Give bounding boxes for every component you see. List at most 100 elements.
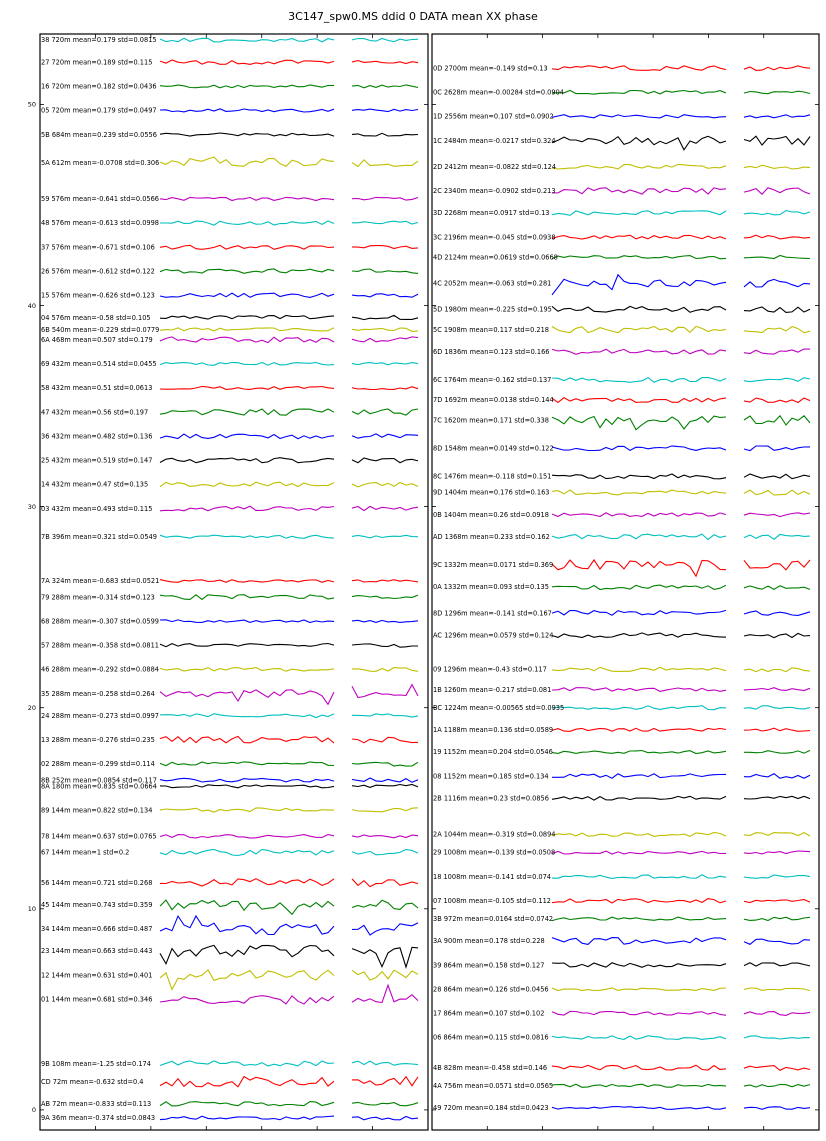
series-line <box>551 210 811 216</box>
series-line <box>551 727 811 732</box>
series-line <box>551 1035 811 1040</box>
series-line <box>551 234 811 240</box>
series-line <box>159 642 418 648</box>
series-label: 39 864m mean=0.158 std=0.127 <box>433 961 544 969</box>
series-label: 7D 1692m mean=0.0138 std=0.144 <box>433 396 554 404</box>
series-line <box>159 84 419 89</box>
series-line <box>551 305 811 313</box>
series-line <box>159 327 419 332</box>
series-label: 4C 2052m mean=-0.063 std=0.281 <box>433 280 551 288</box>
y-tick-label: 10 <box>28 905 36 913</box>
series-line <box>551 850 811 855</box>
series-label: 1A 1188m mean=0.136 std=0.0589 <box>433 726 553 734</box>
series-label: 5D 1980m mean=-0.225 std=0.195 <box>433 306 552 314</box>
series-label: AB 72m mean=-0.833 std=0.113 <box>41 1100 151 1108</box>
series-line <box>551 533 811 541</box>
series-line <box>159 59 419 65</box>
series-line <box>551 749 811 755</box>
series-line <box>159 457 419 464</box>
series-line <box>551 325 811 334</box>
series-label: 8D 1548m mean=0.0149 std=0.122 <box>433 444 554 452</box>
series-label: 78 144m mean=0.637 std=0.0765 <box>41 833 157 841</box>
series-label: 69 432m mean=0.514 std=0.0455 <box>41 360 157 368</box>
series-label: 1B 1260m mean=-0.217 std=0.081 <box>433 686 551 694</box>
series-label: 38 720m mean=0.179 std=0.0815 <box>41 36 157 44</box>
series-line <box>159 433 419 440</box>
series-label: 9D 1404m mean=0.176 std=0.163 <box>433 489 549 497</box>
series-line <box>551 687 811 692</box>
series-line <box>159 777 419 783</box>
series-line <box>551 397 811 404</box>
series-line <box>159 1075 419 1088</box>
panel-right: 0D 2700m mean=-0.149 std=0.13 0C 2628m me… <box>431 33 820 1131</box>
axes-frame <box>39 33 429 1131</box>
series-line <box>551 376 811 383</box>
series-line <box>551 874 811 879</box>
series-label: 07 1008m mean=-0.105 std=0.112 <box>433 897 551 905</box>
series-label: 6B 540m mean=-0.229 std=0.0779 <box>41 326 159 334</box>
series-label: 9B 108m mean=-1.25 std=0.174 <box>41 1060 151 1068</box>
series-label: 3C 2196m mean=-0.045 std=0.0938 <box>433 233 556 241</box>
series-line <box>159 385 419 391</box>
series-line <box>159 834 419 839</box>
series-label: 6D 1836m mean=0.123 std=0.166 <box>433 348 549 356</box>
series-label: 67 144m mean=1 std=0.2 <box>41 849 129 857</box>
series-line <box>551 1083 811 1088</box>
series-label: 8D 1296m mean=-0.141 std=0.167 <box>433 609 552 617</box>
series-line <box>551 254 811 260</box>
series-label: 57 288m mean=-0.358 std=0.0811 <box>41 642 159 650</box>
series-label: 26 576m mean=-0.612 std=0.122 <box>41 267 155 275</box>
series-line <box>159 899 419 916</box>
series-line <box>159 944 419 969</box>
series-label: 34 144m mean=0.666 std=0.487 <box>41 925 152 933</box>
axes-frame <box>431 33 820 1131</box>
series-line <box>159 1060 419 1067</box>
series-label: 25 432m mean=0.519 std=0.147 <box>41 457 152 465</box>
series-label: 0A 1332m mean=0.093 std=0.135 <box>433 583 549 591</box>
series-line <box>159 156 419 168</box>
series-label: 47 432m mean=0.56 std=0.197 <box>41 408 148 416</box>
panel-left: 0 10 20 30 40 50 38 720m mean=0.179 std=0.0815… <box>28 33 429 1131</box>
series-label: 06 864m mean=0.115 std=0.0816 <box>433 1034 549 1042</box>
series-label: 19 1152m mean=0.204 std=0.0546 <box>433 748 553 756</box>
series-line <box>159 268 419 274</box>
series-line <box>551 348 811 355</box>
series-label: 4B 828m mean=-0.458 std=0.146 <box>433 1064 547 1072</box>
series-label: 8C 1476m mean=-0.118 std=0.151 <box>433 473 551 481</box>
series-label: AD 1368m mean=0.233 std=0.162 <box>433 533 550 541</box>
series-label: 2B 1116m mean=0.23 std=0.0856 <box>433 794 549 802</box>
series-line <box>159 848 419 857</box>
series-label: 35 288m mean=-0.258 std=0.264 <box>41 690 155 698</box>
series-line <box>159 505 419 512</box>
series-label: 18 1008m mean=-0.141 std=0.074 <box>433 873 551 881</box>
series-label: 4A 756m mean=0.0571 std=0.0565 <box>433 1082 553 1090</box>
series-label: 5C 1908m mean=0.117 std=0.218 <box>433 326 549 334</box>
y-tick-label: 40 <box>28 302 36 310</box>
series-line <box>159 969 419 991</box>
series-line <box>551 489 811 496</box>
series-line <box>551 831 811 837</box>
series-label: 17 864m mean=0.107 std=0.102 <box>433 1010 544 1018</box>
series-label: 16 720m mean=0.182 std=0.0436 <box>41 82 157 90</box>
series-label: BC 1224m mean=-0.00565 std=0.0935 <box>433 704 564 712</box>
series-label: 0B 1404m mean=0.26 std=0.0918 <box>433 511 549 519</box>
series-label: 49 720m mean=0.184 std=0.0423 <box>433 1104 549 1112</box>
series-line <box>159 196 419 202</box>
series-line <box>159 667 419 672</box>
series-line <box>159 878 419 888</box>
series-line <box>159 579 419 583</box>
series-line <box>159 735 419 744</box>
series-label: 3B 972m mean=0.0164 std=0.0742 <box>433 915 553 923</box>
series-label: 2C 2340m mean=-0.0902 std=0.213 <box>433 187 556 195</box>
series-label: 2A 1044m mean=-0.319 std=0.0894 <box>433 831 555 839</box>
series-label: 09 1296m mean=-0.43 std=0.117 <box>433 666 547 674</box>
series-line <box>551 187 811 195</box>
series-label: 89 144m mean=0.822 std=0.134 <box>41 806 152 814</box>
series-line <box>551 1010 811 1016</box>
series-label: 58 432m mean=0.51 std=0.0613 <box>41 384 152 392</box>
series-label: 8B 252m mean=0.0854 std=0.117 <box>41 776 157 784</box>
series-label: 24 288m mean=-0.273 std=0.0997 <box>41 712 159 720</box>
series-label: CD 72m mean=-0.632 std=0.4 <box>41 1078 143 1086</box>
series-line <box>159 1115 419 1121</box>
